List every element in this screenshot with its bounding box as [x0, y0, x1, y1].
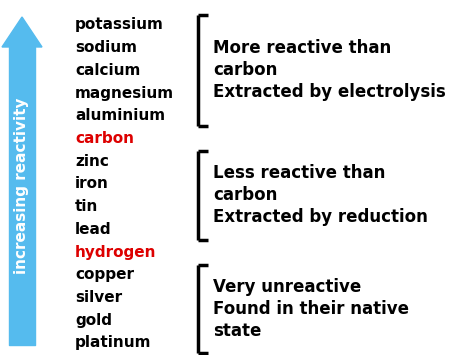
Text: Extracted by electrolysis: Extracted by electrolysis	[213, 83, 446, 102]
Text: increasing reactivity: increasing reactivity	[15, 98, 29, 274]
Text: carbon: carbon	[75, 131, 134, 146]
Text: Extracted by reduction: Extracted by reduction	[213, 208, 428, 226]
Text: silver: silver	[75, 290, 122, 305]
Text: carbon: carbon	[213, 186, 277, 204]
Text: platinum: platinum	[75, 335, 152, 350]
Text: copper: copper	[75, 267, 134, 282]
Text: Found in their native: Found in their native	[213, 300, 409, 318]
Text: magnesium: magnesium	[75, 86, 174, 101]
Text: Less reactive than: Less reactive than	[213, 164, 385, 182]
Text: More reactive than: More reactive than	[213, 39, 391, 58]
Text: lead: lead	[75, 222, 111, 237]
Text: zinc: zinc	[75, 154, 109, 169]
Polygon shape	[2, 17, 42, 47]
Text: tin: tin	[75, 199, 99, 214]
Text: calcium: calcium	[75, 63, 140, 78]
Text: iron: iron	[75, 176, 109, 191]
Text: carbon: carbon	[213, 61, 277, 80]
Text: hydrogen: hydrogen	[75, 245, 156, 260]
Text: sodium: sodium	[75, 40, 137, 55]
Text: gold: gold	[75, 313, 112, 328]
Text: Very unreactive: Very unreactive	[213, 278, 361, 296]
Text: potassium: potassium	[75, 17, 164, 33]
Text: state: state	[213, 322, 261, 340]
Text: aluminium: aluminium	[75, 108, 165, 123]
